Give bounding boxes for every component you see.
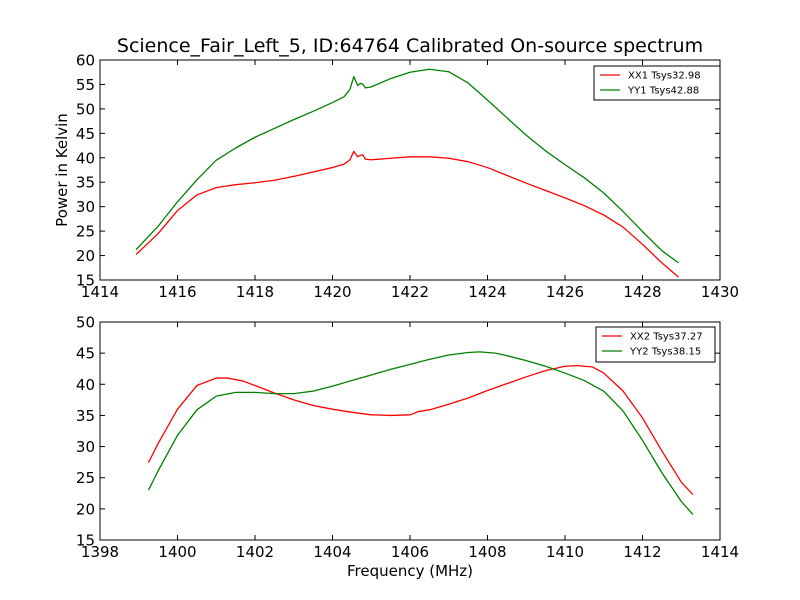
x-tick-label: 1402: [236, 543, 274, 561]
x-tick-label: 1408: [468, 543, 506, 561]
bottom-panel: 1398 1400 1402 1404 1406 1408 1410 1412 1414 15 20…: [76, 314, 739, 581]
y-tick-label: 50: [76, 100, 95, 118]
x-tick-label: 1400: [158, 543, 196, 561]
x-axis-label: Frequency (MHz): [347, 562, 473, 580]
y-tick-label: 60: [76, 52, 95, 70]
chart-title: Science_Fair_Left_5, ID:64764 Calibrated…: [117, 35, 703, 57]
y-axis-label: Power in Kelvin: [53, 113, 71, 227]
x-tick-label: 1426: [546, 283, 584, 301]
y-tick-label: 40: [76, 149, 95, 167]
y-tick-label: 45: [76, 345, 95, 363]
legend-entry: XX2 Tsys37.27: [630, 332, 703, 343]
series-line-1-0: [147, 364, 694, 495]
x-tick-label: 1406: [391, 543, 429, 561]
y-tick-label: 30: [76, 198, 95, 216]
x-tick-label: 1410: [546, 543, 584, 561]
y-tick-label: 50: [76, 314, 95, 332]
legend-box: [593, 65, 721, 101]
y-tick-label: 25: [76, 223, 95, 241]
x-tick-label: 1424: [468, 283, 506, 301]
series-line-0-1: [135, 68, 679, 264]
x-tick-label: 1422: [391, 283, 429, 301]
y-tick-label: 25: [76, 469, 95, 487]
x-tick-label: 1414: [701, 543, 739, 561]
y-tick-label: 35: [76, 174, 95, 192]
x-tick-label: 1418: [236, 283, 274, 301]
legend-entry: XX1 Tsys32.98: [628, 71, 701, 82]
series-line-0-0: [135, 150, 679, 278]
x-tick-label: 1414: [81, 283, 119, 301]
y-tick-label: 55: [76, 76, 95, 94]
y-tick-label: 30: [76, 438, 95, 456]
x-tick-label: 1412: [623, 543, 661, 561]
legend: XX2 Tsys37.27 YY2 Tsys38.15: [595, 326, 716, 363]
y-tick-label: 40: [76, 376, 95, 394]
y-tick-label: 35: [76, 407, 95, 425]
y-tick-label: 20: [76, 500, 95, 518]
legend: XX1 Tsys32.98 YY1 Tsys42.88: [593, 65, 721, 101]
legend-entry: YY1 Tsys42.88: [627, 86, 699, 97]
x-tick-label: 1420: [313, 283, 351, 301]
series-line-1-1: [147, 351, 694, 515]
x-tick-label: 1404: [313, 543, 351, 561]
legend-entry: YY2 Tsys38.15: [629, 347, 701, 358]
y-tick-label: 15: [76, 532, 95, 550]
top-panel: 1414 1416 1418 1420 1422 1424 1426 1428 1430 15 20…: [53, 52, 739, 302]
y-tick-label: 15: [76, 272, 95, 290]
y-tick-label: 45: [76, 125, 95, 143]
x-tick-label: 1428: [623, 283, 661, 301]
legend-box: [595, 326, 716, 363]
y-tick-label: 20: [76, 247, 95, 265]
x-tick-label: 1398: [81, 543, 119, 561]
x-tick-label: 1430: [701, 283, 739, 301]
x-tick-label: 1416: [158, 283, 196, 301]
